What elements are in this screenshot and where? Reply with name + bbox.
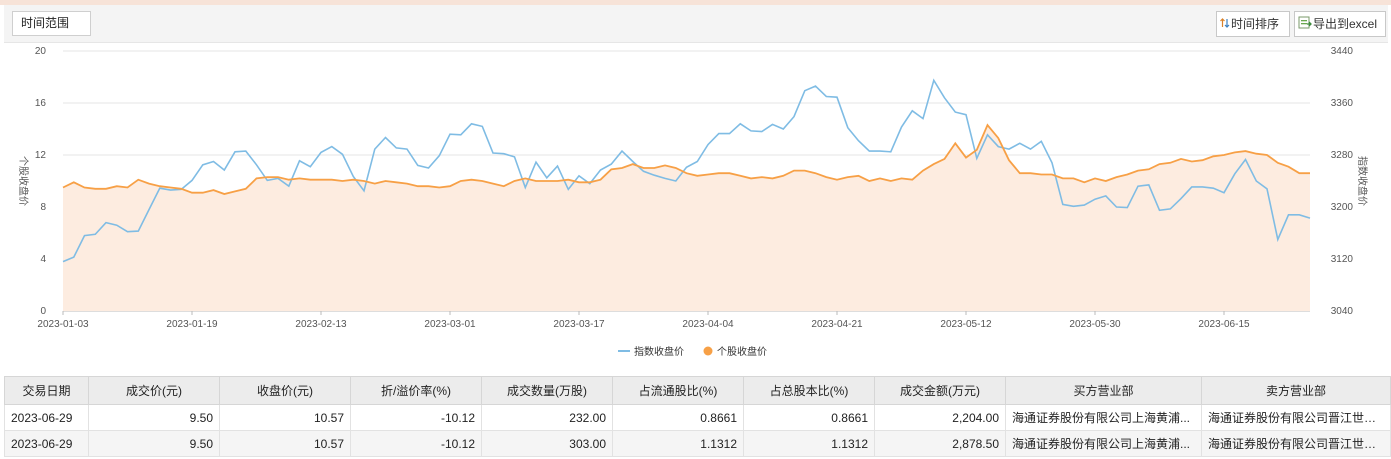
cell-trade-date: 2023-06-29	[4, 430, 89, 457]
x-tick-label: 2023-03-17	[553, 319, 605, 330]
x-tick-label: 2023-02-13	[295, 319, 347, 330]
cell-volume: 232.00	[481, 404, 613, 431]
cell-trade-date: 2023-06-29	[4, 404, 89, 431]
cell-buyer: 海通证券股份有限公司上海黄浦...	[1005, 404, 1202, 431]
header-amount[interactable]: 成交金额(万元)	[874, 376, 1006, 405]
cell-close-price: 10.57	[219, 430, 351, 457]
table-row[interactable]: 2023-06-29 9.50 10.57 -10.12 232.00 0.86…	[4, 404, 1391, 431]
cell-trade-price: 9.50	[88, 404, 220, 431]
index-close-line	[62, 78, 1311, 263]
header-premium-rate[interactable]: 折/溢价率(%)	[350, 376, 482, 405]
y-left-tick-label: 0	[40, 306, 46, 317]
sort-icon	[1220, 13, 1230, 37]
x-tick-label: 2023-05-12	[940, 319, 992, 330]
cell-trade-price: 9.50	[88, 430, 220, 457]
legend-index-label: 指数收盘价	[634, 345, 684, 358]
cell-total-ratio: 0.8661	[743, 404, 875, 431]
cell-close-price: 10.57	[219, 404, 351, 431]
time-sort-label: 时间排序	[1231, 17, 1280, 31]
cell-seller: 海通证券股份有限公司晋江世纪...	[1201, 404, 1391, 431]
header-close-price[interactable]: 收盘价(元)	[219, 376, 351, 405]
cell-total-ratio: 1.1312	[743, 430, 875, 457]
y-left-axis-label: 个股收盘价	[17, 156, 30, 206]
top-accent-bar	[0, 0, 1391, 5]
y-left-tick-label: 16	[35, 98, 47, 109]
cell-float-ratio: 1.1312	[612, 430, 744, 457]
export-excel-label: 导出到excel	[1313, 17, 1378, 31]
header-trade-price[interactable]: 成交价(元)	[88, 376, 220, 405]
y-left-tick-label: 12	[35, 150, 47, 161]
y-right-tick-label: 3200	[1331, 202, 1354, 213]
y-right-tick-label: 3280	[1331, 150, 1354, 161]
stock-area-fill	[63, 125, 1310, 311]
x-tick-label: 2023-04-21	[811, 319, 863, 330]
header-buyer[interactable]: 买方营业部	[1005, 376, 1202, 405]
y-right-tick-label: 3360	[1331, 98, 1354, 109]
header-float-ratio[interactable]: 占流通股比(%)	[612, 376, 744, 405]
header-trade-date[interactable]: 交易日期	[4, 376, 89, 405]
y-left-tick-label: 8	[40, 202, 46, 213]
table-header-row: 交易日期 成交价(元) 收盘价(元) 折/溢价率(%) 成交数量(万股) 占流通…	[4, 376, 1391, 405]
y-right-tick-label: 3120	[1331, 254, 1354, 265]
block-trade-table: 交易日期 成交价(元) 收盘价(元) 折/溢价率(%) 成交数量(万股) 占流通…	[4, 376, 1391, 457]
x-tick-label: 2023-03-01	[424, 319, 476, 330]
header-total-ratio[interactable]: 占总股本比(%)	[743, 376, 875, 405]
y-left-tick-label: 4	[40, 254, 46, 265]
x-tick-label: 2023-06-15	[1198, 319, 1250, 330]
toolbar: 时间范围 时间排序 导出到excel	[4, 5, 1388, 43]
legend-stock-label: 个股收盘价	[717, 345, 767, 358]
x-tick-label: 2023-01-03	[37, 319, 89, 330]
y-right-axis-label: 指数收盘价	[1356, 156, 1369, 206]
y-right-tick-label: 3440	[1331, 46, 1354, 57]
cell-buyer: 海通证券股份有限公司上海黄浦...	[1005, 430, 1202, 457]
legend-stock-swatch	[703, 346, 713, 356]
time-range-select[interactable]: 时间范围	[12, 11, 91, 36]
cell-seller: 海通证券股份有限公司晋江世纪...	[1201, 430, 1391, 457]
price-chart: 0 4 8 12 16 20 3040 3120 3200 3280 3360 3440 2023-01…	[17, 46, 1369, 358]
cell-float-ratio: 0.8661	[612, 404, 744, 431]
cell-amount: 2,204.00	[874, 404, 1006, 431]
cell-premium-rate: -10.12	[350, 404, 482, 431]
excel-icon	[1298, 13, 1312, 37]
stock-close-line	[62, 123, 1310, 195]
export-excel-button[interactable]: 导出到excel	[1294, 11, 1386, 37]
x-tick-label: 2023-05-30	[1069, 319, 1121, 330]
cell-volume: 303.00	[481, 430, 613, 457]
header-volume[interactable]: 成交数量(万股)	[481, 376, 613, 405]
x-tick-label: 2023-01-19	[166, 319, 218, 330]
time-sort-button[interactable]: 时间排序	[1216, 11, 1290, 37]
cell-premium-rate: -10.12	[350, 430, 482, 457]
header-seller[interactable]: 卖方营业部	[1201, 376, 1391, 405]
y-left-tick-label: 20	[35, 46, 47, 57]
cell-amount: 2,878.50	[874, 430, 1006, 457]
x-tick-label: 2023-04-04	[682, 319, 734, 330]
table-row[interactable]: 2023-06-29 9.50 10.57 -10.12 303.00 1.13…	[4, 430, 1391, 457]
y-right-tick-label: 3040	[1331, 306, 1354, 317]
